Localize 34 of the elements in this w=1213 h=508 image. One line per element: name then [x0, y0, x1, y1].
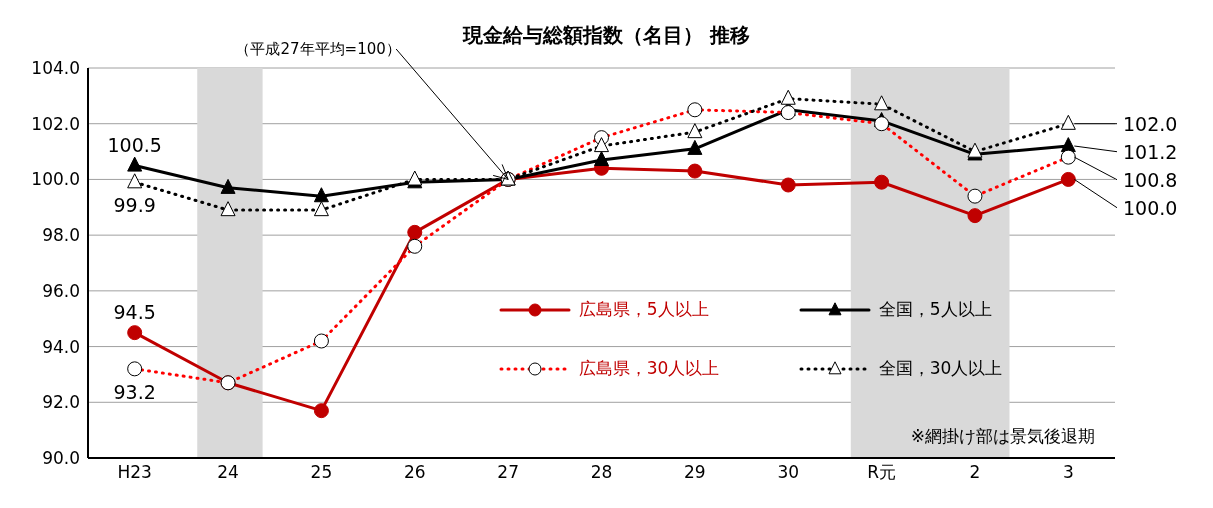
- x-tick-label: 30: [777, 462, 800, 483]
- x-tick-label: 29: [684, 462, 706, 483]
- x-tick-label: R元: [867, 462, 896, 483]
- y-tick-label: 100.0: [31, 169, 80, 190]
- legend-label: 全国，5人以上: [878, 298, 992, 321]
- y-tick-label: 94.0: [42, 336, 80, 357]
- x-tick-label: 26: [403, 462, 426, 483]
- data-label: 101.2: [1123, 140, 1178, 163]
- data-label: 100.0: [1123, 196, 1178, 219]
- x-tick-label: 28: [590, 462, 613, 483]
- data-label: 102.0: [1123, 112, 1178, 135]
- x-tick-label: 2: [969, 462, 981, 483]
- x-tick-label: 25: [310, 462, 333, 483]
- x-tick-label: 3: [1062, 462, 1074, 483]
- y-tick-label: 102.0: [31, 113, 80, 134]
- x-tick-label: 24: [217, 462, 239, 483]
- data-label: 99.9: [113, 194, 156, 217]
- y-tick-label: 92.0: [42, 392, 80, 413]
- y-tick-label: 98.0: [42, 225, 80, 246]
- legend-label: 全国，30人以上: [878, 357, 1003, 380]
- annotation: （平成27年平均=100）: [235, 40, 401, 58]
- x-tick-label: H23: [117, 462, 152, 483]
- y-tick-label: 104.0: [31, 58, 80, 79]
- y-tick-label: 96.0: [42, 280, 80, 301]
- legend-label: 広島県，5人以上: [578, 298, 709, 321]
- data-label: 100.5: [107, 133, 162, 156]
- chart-title: 現金給与総額指数（名目） 推移: [463, 23, 750, 47]
- x-tick-label: 27: [497, 462, 519, 483]
- y-tick-label: 90.0: [42, 448, 80, 469]
- data-label: 100.8: [1123, 168, 1178, 191]
- data-label: 93.2: [113, 380, 156, 403]
- data-label: 94.5: [113, 300, 156, 323]
- legend-label: 広島県，30人以上: [578, 357, 720, 380]
- annotation: ※網掛け部は景気後退期: [910, 426, 1095, 446]
